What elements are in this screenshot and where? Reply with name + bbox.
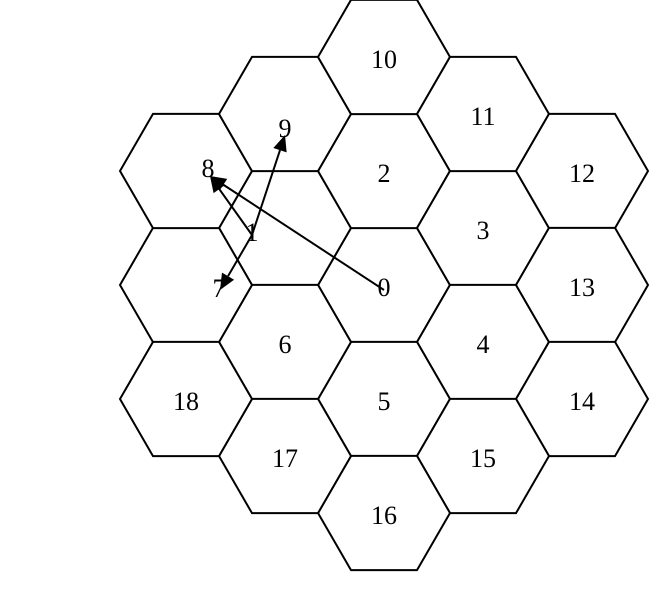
hex-label-17: 17 — [272, 444, 298, 473]
hex-label-10: 10 — [371, 45, 397, 74]
diagram-stage: 0123456789101112131415161718 — [0, 0, 671, 591]
hex-label-18: 18 — [173, 387, 199, 416]
hex-label-3: 3 — [477, 216, 490, 245]
hex-label-4: 4 — [477, 330, 490, 359]
hex-label-16: 16 — [371, 501, 397, 530]
hex-grid-svg: 0123456789101112131415161718 — [0, 0, 671, 591]
hex-label-6: 6 — [279, 330, 292, 359]
hex-label-14: 14 — [569, 387, 595, 416]
hex-label-1: 1 — [246, 218, 259, 247]
hex-label-11: 11 — [470, 102, 495, 131]
hex-label-9: 9 — [279, 114, 292, 143]
hex-label-5: 5 — [378, 387, 391, 416]
hex-label-15: 15 — [470, 444, 496, 473]
hex-label-2: 2 — [378, 159, 391, 188]
hex-label-13: 13 — [569, 273, 595, 302]
hex-label-8: 8 — [202, 154, 215, 183]
hex-label-12: 12 — [569, 159, 595, 188]
hex-label-7: 7 — [213, 274, 226, 303]
hex-label-0: 0 — [378, 273, 391, 302]
